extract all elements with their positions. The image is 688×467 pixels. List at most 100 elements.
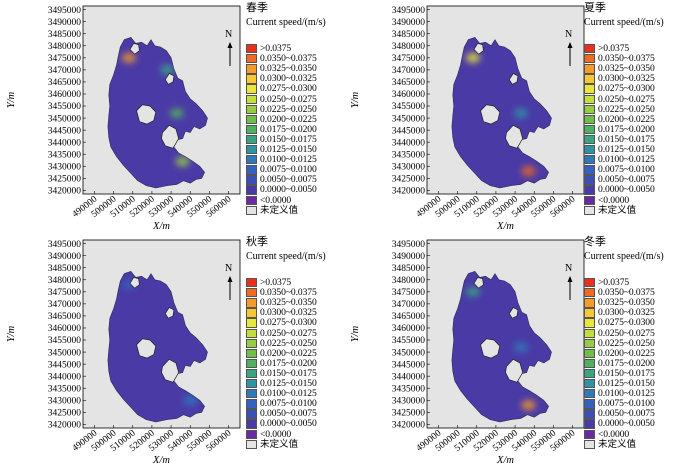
legend-label: 0.0275~0.0300 bbox=[260, 83, 317, 95]
y-tick-label: 3440000 bbox=[48, 138, 82, 148]
y-tick-label: 3425000 bbox=[48, 409, 82, 419]
legend-label: 0.0275~0.0300 bbox=[598, 317, 655, 329]
legend-label: 未定义值 bbox=[598, 438, 636, 450]
legend-label: <0.0000 bbox=[260, 194, 292, 206]
legend-title-autumn: Current speed/(m/s) bbox=[246, 251, 326, 262]
legend-label: 0.0325~0.0350 bbox=[598, 63, 655, 75]
legend-swatch bbox=[584, 409, 595, 419]
y-tick-label: 3455000 bbox=[392, 336, 426, 346]
y-tick-label: 3435000 bbox=[48, 150, 82, 160]
legend-label: <0.0000 bbox=[260, 428, 292, 440]
current-hotspot bbox=[169, 108, 184, 119]
y-tick-label: 3480000 bbox=[48, 42, 82, 52]
panel-summer: 3495000 3490000 3485000 3480000 3475000 34700… bbox=[344, 0, 688, 233]
legend-swatch bbox=[246, 94, 257, 104]
legend-swatch bbox=[246, 439, 257, 449]
lake-water bbox=[451, 36, 552, 189]
y-axis-label: Y/m bbox=[350, 325, 361, 342]
y-tick-label: 3425000 bbox=[392, 409, 426, 419]
legend-label: 0.0100~0.0125 bbox=[260, 154, 317, 166]
island bbox=[136, 104, 157, 125]
legend-label: 0.0350~0.0375 bbox=[260, 53, 317, 65]
legend-label: 0.0250~0.0275 bbox=[260, 327, 317, 339]
season-title-summer: 夏季 bbox=[584, 2, 606, 14]
legend-label: 未定义值 bbox=[260, 204, 298, 216]
legend-swatch bbox=[246, 155, 257, 165]
legend-label: 未定义值 bbox=[260, 438, 298, 450]
legend-swatch bbox=[584, 358, 595, 369]
y-tick-label: 3440000 bbox=[392, 138, 426, 148]
legend-swatch bbox=[584, 145, 595, 155]
y-tick-label: 3475000 bbox=[392, 288, 426, 298]
legend-label: 0.0225~0.0250 bbox=[598, 103, 655, 115]
island bbox=[161, 358, 180, 383]
lake-water bbox=[107, 270, 208, 423]
y-axis-label: Y/m bbox=[350, 91, 361, 108]
y-tick-label: 3480000 bbox=[392, 42, 426, 52]
island bbox=[480, 104, 501, 125]
y-tick-label: 3495000 bbox=[392, 240, 426, 250]
y-tick-label: 3475000 bbox=[48, 54, 82, 64]
y-tick-label: 3425000 bbox=[48, 175, 82, 185]
legend-swatch bbox=[584, 379, 595, 389]
island bbox=[505, 358, 524, 383]
island bbox=[480, 338, 501, 359]
y-tick-label: 3495000 bbox=[48, 6, 82, 16]
legend-label: 0.0350~0.0375 bbox=[598, 287, 655, 299]
north-arrow-icon bbox=[227, 276, 233, 300]
y-tick-label: 3435000 bbox=[48, 384, 82, 394]
plot-frame bbox=[82, 5, 241, 195]
legend-label: 0.0050~0.0075 bbox=[260, 174, 317, 186]
legend-label: 0.0100~0.0125 bbox=[598, 154, 655, 166]
legend-swatch bbox=[246, 368, 257, 379]
current-hotspot bbox=[121, 52, 136, 63]
y-tick-label: 3460000 bbox=[392, 324, 426, 334]
legend-label: <0.0000 bbox=[598, 428, 630, 440]
island bbox=[508, 73, 519, 85]
legend-swatch bbox=[246, 175, 257, 185]
legend-label: 0.0125~0.0150 bbox=[598, 144, 655, 155]
legend-swatch bbox=[584, 64, 595, 74]
legend-label: 0.0175~0.0200 bbox=[260, 123, 317, 135]
y-tick-label: 3490000 bbox=[392, 252, 426, 262]
y-tick-label: 3480000 bbox=[392, 276, 426, 286]
panel-winter: 3495000 3490000 3485000 3480000 3475000 34700… bbox=[344, 234, 688, 467]
legend-label: 0.0125~0.0150 bbox=[260, 144, 317, 155]
plot-frame bbox=[82, 239, 241, 429]
legend-swatch bbox=[246, 145, 257, 155]
y-tick-label: 3490000 bbox=[48, 252, 82, 262]
legend-swatch bbox=[246, 338, 257, 348]
y-tick-label: 3455000 bbox=[392, 102, 426, 112]
y-tick-label: 3485000 bbox=[392, 264, 426, 274]
y-tick-label: 3485000 bbox=[392, 30, 426, 40]
y-tick-label: 3435000 bbox=[392, 150, 426, 160]
y-tick-label: 3445000 bbox=[48, 360, 82, 370]
legend-swatch bbox=[246, 308, 257, 318]
legend-label: 0.0150~0.0175 bbox=[260, 133, 317, 145]
legend-swatch bbox=[584, 175, 595, 185]
legend-label: 0.0125~0.0150 bbox=[598, 378, 655, 389]
y-tick-label: 3445000 bbox=[392, 126, 426, 136]
current-hotspot bbox=[465, 52, 480, 63]
y-tick-label: 3450000 bbox=[48, 114, 82, 124]
legend-label: 0.0275~0.0300 bbox=[260, 317, 317, 329]
north-label: N bbox=[225, 29, 233, 40]
y-tick-label: 3470000 bbox=[392, 300, 426, 310]
y-tick-label: 3495000 bbox=[392, 6, 426, 16]
legend-label: 0.0200~0.0225 bbox=[598, 347, 655, 359]
legend-label: >0.0375 bbox=[260, 277, 292, 288]
legend-label: 0.0200~0.0225 bbox=[260, 347, 317, 359]
legend-label: <0.0000 bbox=[598, 194, 630, 206]
y-tick-label: 3420000 bbox=[392, 187, 426, 197]
island bbox=[164, 73, 175, 85]
season-title-winter: 冬季 bbox=[584, 236, 606, 248]
north-label: N bbox=[225, 263, 233, 274]
legend-swatch bbox=[584, 399, 595, 409]
legend-swatch bbox=[584, 298, 595, 308]
legend-swatch bbox=[246, 318, 257, 328]
legend-label: 0.0300~0.0325 bbox=[598, 307, 655, 319]
legend-swatch bbox=[584, 439, 595, 449]
current-hotspot bbox=[160, 64, 175, 75]
legend-label: 0.0050~0.0075 bbox=[598, 174, 655, 186]
current-hotspot bbox=[513, 342, 528, 353]
